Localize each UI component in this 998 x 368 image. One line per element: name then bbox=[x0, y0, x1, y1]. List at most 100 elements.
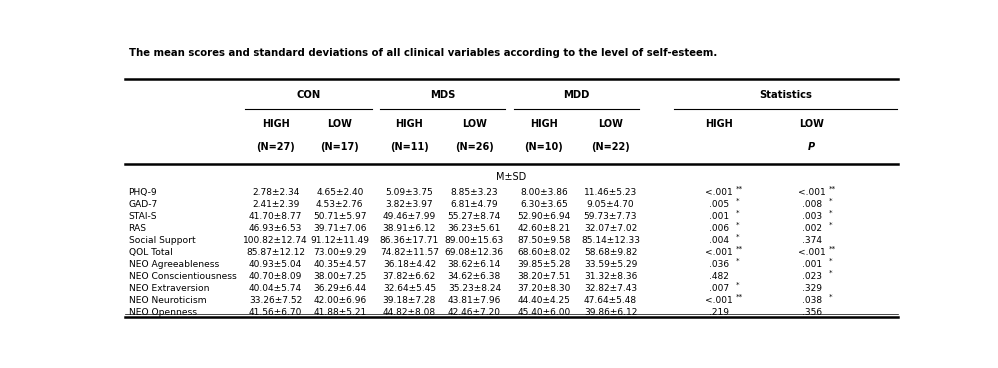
Text: STAI-S: STAI-S bbox=[129, 212, 157, 221]
Text: 85.14±12.33: 85.14±12.33 bbox=[581, 236, 640, 245]
Text: 38.20±7.51: 38.20±7.51 bbox=[517, 272, 571, 281]
Text: 8.00±3.86: 8.00±3.86 bbox=[520, 188, 568, 197]
Text: .482: .482 bbox=[709, 272, 729, 281]
Text: 34.62±6.38: 34.62±6.38 bbox=[448, 272, 501, 281]
Text: 100.82±12.74: 100.82±12.74 bbox=[244, 236, 308, 245]
Text: 6.30±3.65: 6.30±3.65 bbox=[520, 200, 568, 209]
Text: (N=27): (N=27) bbox=[256, 142, 295, 152]
Text: *: * bbox=[736, 234, 740, 240]
Text: 4.65±2.40: 4.65±2.40 bbox=[316, 188, 363, 197]
Text: 3.82±3.97: 3.82±3.97 bbox=[385, 200, 433, 209]
Text: CON: CON bbox=[296, 89, 320, 100]
Text: 73.00±9.29: 73.00±9.29 bbox=[313, 248, 366, 257]
Text: 37.82±6.62: 37.82±6.62 bbox=[383, 272, 436, 281]
Text: .007: .007 bbox=[709, 284, 729, 293]
Text: 4.53±2.76: 4.53±2.76 bbox=[316, 200, 363, 209]
Text: 31.32±8.36: 31.32±8.36 bbox=[584, 272, 637, 281]
Text: MDD: MDD bbox=[563, 89, 590, 100]
Text: 85.87±12.12: 85.87±12.12 bbox=[247, 248, 305, 257]
Text: 87.50±9.58: 87.50±9.58 bbox=[517, 236, 571, 245]
Text: HIGH: HIGH bbox=[530, 119, 558, 129]
Text: HIGH: HIGH bbox=[261, 119, 289, 129]
Text: *: * bbox=[828, 270, 832, 276]
Text: NEO Neuroticism: NEO Neuroticism bbox=[129, 296, 207, 305]
Text: *: * bbox=[828, 222, 832, 228]
Text: *: * bbox=[736, 258, 740, 264]
Text: 44.82±8.08: 44.82±8.08 bbox=[383, 308, 436, 317]
Text: (N=26): (N=26) bbox=[455, 142, 494, 152]
Text: 43.81±7.96: 43.81±7.96 bbox=[448, 296, 501, 305]
Text: (N=17): (N=17) bbox=[320, 142, 359, 152]
Text: 52.90±6.94: 52.90±6.94 bbox=[517, 212, 571, 221]
Text: .219: .219 bbox=[709, 308, 729, 317]
Text: LOW: LOW bbox=[327, 119, 352, 129]
Text: .002: .002 bbox=[801, 224, 821, 233]
Text: 36.29±6.44: 36.29±6.44 bbox=[313, 284, 366, 293]
Text: 39.85±5.28: 39.85±5.28 bbox=[517, 260, 571, 269]
Text: 38.62±6.14: 38.62±6.14 bbox=[448, 260, 501, 269]
Text: 74.82±11.57: 74.82±11.57 bbox=[380, 248, 439, 257]
Text: 40.35±4.57: 40.35±4.57 bbox=[313, 260, 366, 269]
Text: 38.00±7.25: 38.00±7.25 bbox=[313, 272, 366, 281]
Text: 89.00±15.63: 89.00±15.63 bbox=[445, 236, 504, 245]
Text: 32.64±5.45: 32.64±5.45 bbox=[383, 284, 436, 293]
Text: <.001: <.001 bbox=[797, 188, 825, 197]
Text: RAS: RAS bbox=[129, 224, 147, 233]
Text: (N=11): (N=11) bbox=[390, 142, 429, 152]
Text: 86.36±17.71: 86.36±17.71 bbox=[380, 236, 439, 245]
Text: *: * bbox=[828, 210, 832, 216]
Text: .001: .001 bbox=[801, 260, 821, 269]
Text: <.001: <.001 bbox=[705, 248, 733, 257]
Text: 40.70±8.09: 40.70±8.09 bbox=[249, 272, 302, 281]
Text: P: P bbox=[808, 142, 815, 152]
Text: (N=22): (N=22) bbox=[591, 142, 630, 152]
Text: 55.27±8.74: 55.27±8.74 bbox=[448, 212, 501, 221]
Text: 58.68±9.82: 58.68±9.82 bbox=[584, 248, 637, 257]
Text: 33.59±5.29: 33.59±5.29 bbox=[584, 260, 637, 269]
Text: NEO Extraversion: NEO Extraversion bbox=[129, 284, 210, 293]
Text: 36.18±4.42: 36.18±4.42 bbox=[383, 260, 436, 269]
Text: .003: .003 bbox=[801, 212, 821, 221]
Text: QOL Total: QOL Total bbox=[129, 248, 173, 257]
Text: The mean scores and standard deviations of all clinical variables according to t: The mean scores and standard deviations … bbox=[129, 49, 717, 59]
Text: **: ** bbox=[736, 294, 744, 300]
Text: 45.40±6.00: 45.40±6.00 bbox=[517, 308, 571, 317]
Text: 42.00±6.96: 42.00±6.96 bbox=[313, 296, 366, 305]
Text: 44.40±4.25: 44.40±4.25 bbox=[518, 296, 571, 305]
Text: 35.23±8.24: 35.23±8.24 bbox=[448, 284, 501, 293]
Text: .023: .023 bbox=[801, 272, 821, 281]
Text: .004: .004 bbox=[709, 236, 729, 245]
Text: 37.20±8.30: 37.20±8.30 bbox=[517, 284, 571, 293]
Text: <.001: <.001 bbox=[797, 248, 825, 257]
Text: 36.23±5.61: 36.23±5.61 bbox=[448, 224, 501, 233]
Text: 39.71±7.06: 39.71±7.06 bbox=[313, 224, 366, 233]
Text: 41.70±8.77: 41.70±8.77 bbox=[249, 212, 302, 221]
Text: 38.91±6.12: 38.91±6.12 bbox=[382, 224, 436, 233]
Text: 9.05±4.70: 9.05±4.70 bbox=[587, 200, 635, 209]
Text: **: ** bbox=[736, 186, 744, 192]
Text: 47.64±5.48: 47.64±5.48 bbox=[584, 296, 637, 305]
Text: 5.09±3.75: 5.09±3.75 bbox=[385, 188, 433, 197]
Text: .006: .006 bbox=[709, 224, 729, 233]
Text: .005: .005 bbox=[709, 200, 729, 209]
Text: .356: .356 bbox=[801, 308, 821, 317]
Text: 50.71±5.97: 50.71±5.97 bbox=[313, 212, 366, 221]
Text: .001: .001 bbox=[709, 212, 729, 221]
Text: LOW: LOW bbox=[598, 119, 623, 129]
Text: <.001: <.001 bbox=[705, 188, 733, 197]
Text: 2.41±2.39: 2.41±2.39 bbox=[251, 200, 299, 209]
Text: *: * bbox=[736, 282, 740, 288]
Text: .008: .008 bbox=[801, 200, 821, 209]
Text: 91.12±11.49: 91.12±11.49 bbox=[310, 236, 369, 245]
Text: 46.93±6.53: 46.93±6.53 bbox=[249, 224, 302, 233]
Text: *: * bbox=[736, 198, 740, 204]
Text: M±SD: M±SD bbox=[496, 172, 527, 182]
Text: (N=10): (N=10) bbox=[525, 142, 563, 152]
Text: 8.85±3.23: 8.85±3.23 bbox=[450, 188, 498, 197]
Text: 11.46±5.23: 11.46±5.23 bbox=[584, 188, 637, 197]
Text: *: * bbox=[828, 198, 832, 204]
Text: NEO Openness: NEO Openness bbox=[129, 308, 197, 317]
Text: NEO Conscientiousness: NEO Conscientiousness bbox=[129, 272, 237, 281]
Text: 39.18±7.28: 39.18±7.28 bbox=[382, 296, 436, 305]
Text: GAD-7: GAD-7 bbox=[129, 200, 158, 209]
